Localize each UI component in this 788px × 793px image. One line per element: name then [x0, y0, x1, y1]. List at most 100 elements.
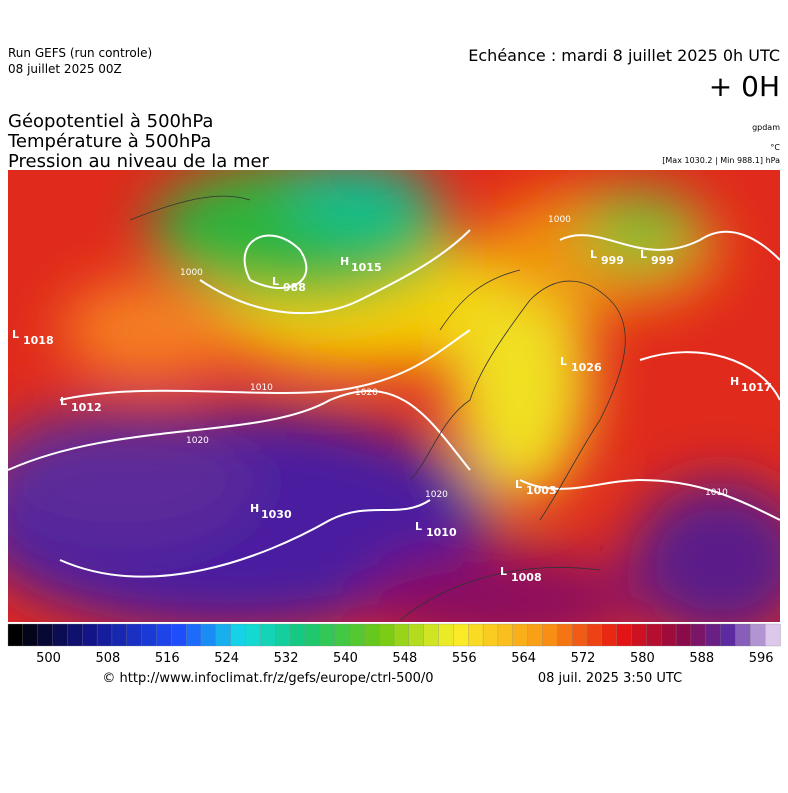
- center-kind: L: [12, 328, 19, 341]
- colorbar-swatch: [275, 623, 291, 647]
- colorbar-swatch: [96, 623, 113, 647]
- isobar-label: 1020: [425, 490, 448, 500]
- center-kind: L: [590, 248, 597, 261]
- colorbar-swatch: [52, 623, 69, 647]
- colorbar-swatch: [37, 623, 54, 647]
- center-kind: L: [415, 520, 422, 533]
- colorbar-swatch: [735, 623, 751, 647]
- center-kind: H: [340, 255, 349, 268]
- colorbar-swatch: [542, 623, 558, 647]
- colorbar-swatch: [215, 623, 232, 647]
- center-kind: L: [500, 565, 507, 578]
- colorbar-swatch: [126, 623, 143, 647]
- colorbar-swatch: [527, 623, 544, 647]
- center-value: 1010: [426, 526, 457, 539]
- isobar-label: 1010: [705, 488, 728, 498]
- center-value: 1030: [261, 508, 292, 521]
- colorbar-swatch: [616, 623, 633, 647]
- colorbar-swatch: [349, 623, 365, 647]
- isobar-label: 1000: [180, 268, 203, 278]
- offset: + 0H: [709, 70, 780, 103]
- colorbar-swatch: [7, 623, 24, 647]
- colorbar-label: 508: [96, 651, 121, 666]
- colorbar-label: 516: [155, 651, 180, 666]
- center-value: 988: [283, 281, 306, 294]
- center-kind: L: [640, 248, 647, 261]
- colorbar-swatch: [661, 623, 677, 647]
- map: [8, 170, 780, 622]
- colorbar-label: 556: [452, 651, 477, 666]
- title: Température à 500hPa: [7, 131, 211, 152]
- colorbar-swatch: [260, 623, 276, 647]
- echeance: Echéance : mardi 8 juillet 2025 0h UTC: [468, 46, 780, 65]
- colorbar-swatch: [289, 623, 306, 647]
- colorbar-label: 572: [571, 651, 596, 666]
- center-kind: L: [272, 275, 279, 288]
- colorbar-swatch: [423, 623, 440, 647]
- colorbar-swatch: [675, 623, 692, 647]
- colorbar-swatch: [512, 623, 529, 647]
- colorbar-swatch: [453, 623, 469, 647]
- center-kind: L: [560, 355, 567, 368]
- colorbar-swatch: [497, 623, 514, 647]
- isobar-label: 1020: [355, 388, 378, 398]
- colorbar-swatch: [438, 623, 455, 647]
- center-value: 1018: [23, 334, 54, 347]
- center-kind: H: [730, 375, 739, 388]
- isobar-label: 1000: [548, 215, 571, 225]
- colorbar-swatch: [304, 623, 321, 647]
- unit: gpdam: [752, 123, 780, 132]
- colorbar-swatch: [82, 623, 98, 647]
- colorbar-swatch: [22, 623, 39, 647]
- colorbar-swatch: [67, 623, 83, 647]
- isobar-label: 1010: [250, 383, 273, 393]
- colorbar-label: 564: [511, 651, 536, 666]
- colorbar-label: 588: [689, 651, 714, 666]
- colorbar-swatch: [557, 623, 573, 647]
- center-kind: L: [60, 395, 67, 408]
- colorbar-swatch: [334, 623, 351, 647]
- footer-time: 08 juil. 2025 3:50 UTC: [538, 671, 682, 686]
- colorbar-swatch: [646, 623, 662, 647]
- run-date: 08 juillet 2025 00Z: [8, 62, 122, 76]
- center-value: 1008: [511, 571, 542, 584]
- colorbar-swatch: [111, 623, 128, 647]
- unit: [Max 1030.2 | Min 988.1] hPa: [662, 156, 780, 165]
- colorbar-swatch: [690, 623, 707, 647]
- colorbar-label: 548: [392, 651, 417, 666]
- colorbar-label: 580: [630, 651, 655, 666]
- colorbar-swatch: [379, 623, 395, 647]
- colorbar-swatch: [601, 623, 618, 647]
- colorbar-swatch: [705, 623, 722, 647]
- colorbar-swatch: [586, 623, 603, 647]
- center-kind: H: [250, 502, 259, 515]
- center-value: 1015: [351, 261, 382, 274]
- colorbar-swatch: [141, 623, 158, 647]
- colorbar-swatch: [364, 623, 380, 647]
- colorbar-swatch: [720, 623, 737, 647]
- colorbar-swatch: [245, 623, 262, 647]
- center-kind: L: [515, 478, 522, 491]
- center-value: 999: [651, 254, 674, 267]
- colorbar-label: 540: [333, 651, 358, 666]
- run: Run GEFS (run controle): [8, 46, 152, 60]
- unit: °C: [770, 143, 780, 152]
- colorbar-swatch: [468, 623, 484, 647]
- colorbar-swatch: [631, 623, 648, 647]
- colorbar-label: 532: [274, 651, 299, 666]
- center-value: 999: [601, 254, 624, 267]
- colorbar-swatch: [186, 623, 202, 647]
- colorbar-swatch: [171, 623, 187, 647]
- colorbar-swatch: [200, 623, 217, 647]
- colorbar-label: 500: [36, 651, 61, 666]
- center-value: 1012: [71, 401, 102, 414]
- colorbar-swatch: [156, 623, 172, 647]
- center-value: 1003: [526, 484, 557, 497]
- colorbar-swatch: [393, 623, 410, 647]
- colorbar-swatch: [750, 623, 766, 647]
- center-value: 1026: [571, 361, 602, 374]
- colorbar-swatch: [319, 623, 336, 647]
- colorbar-label: 524: [214, 651, 239, 666]
- title: Géopotentiel à 500hPa: [8, 111, 213, 132]
